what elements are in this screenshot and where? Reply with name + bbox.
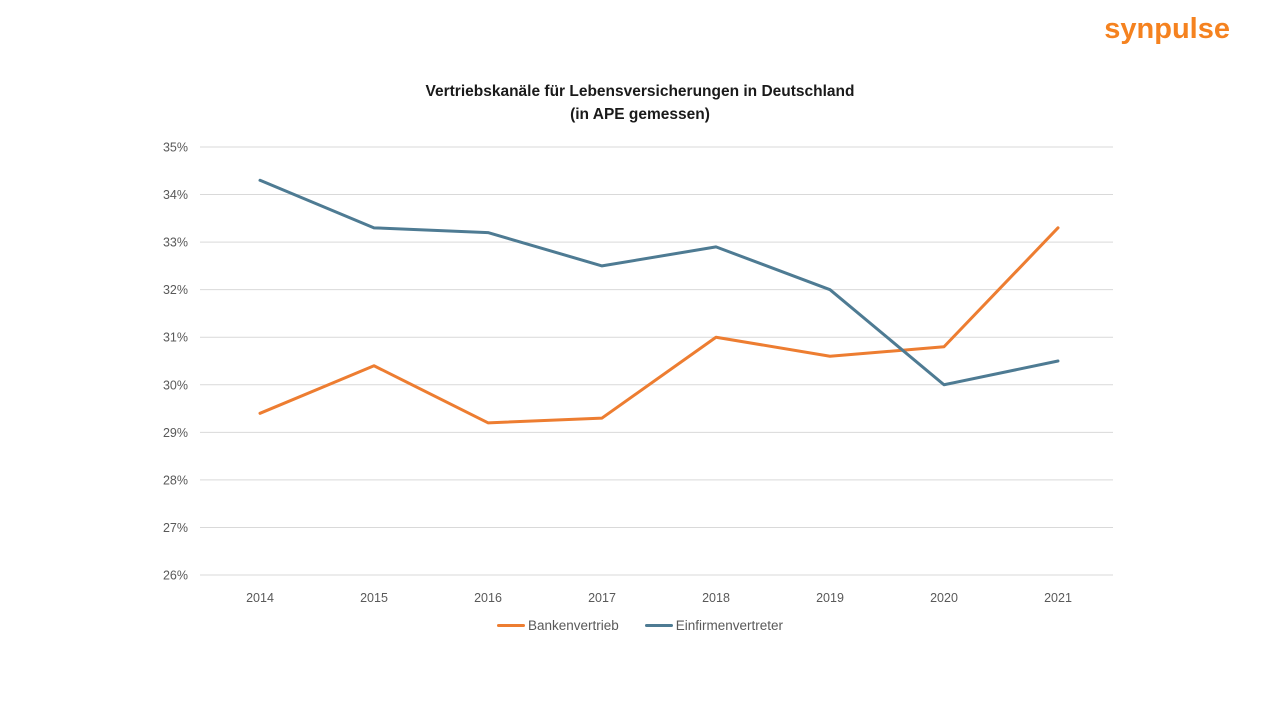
chart-subtitle: (in APE gemessen) [570, 106, 710, 123]
y-tick-label: 29% [163, 426, 188, 440]
legend-item-einfirmenvertreter: Einfirmenvertreter [644, 618, 784, 633]
y-tick-label: 27% [163, 521, 188, 535]
x-tick-label: 2016 [474, 591, 502, 605]
y-tick-label: 28% [163, 473, 188, 487]
legend-label-bankenvertrieb: Bankenvertrieb [527, 618, 619, 633]
y-tick-label: 31% [163, 331, 188, 345]
y-tick-label: 32% [163, 283, 188, 297]
series-line-einfirmenvertreter [258, 178, 1060, 387]
x-tick-label: 2021 [1044, 591, 1072, 605]
y-tick-label: 34% [163, 188, 188, 202]
y-tick-label: 33% [163, 236, 188, 250]
x-tick-label: 2014 [246, 591, 274, 605]
y-tick-label: 35% [163, 141, 188, 155]
line-chart: 35% 34% 33% 32% 31% 30% 29% 28% 27% 26% 2014 2015 20… [163, 141, 1113, 605]
einfirmenvertreter-line-swatch-icon [644, 624, 673, 627]
chart-legend: Bankenvertrieb Einfirmenvertreter [0, 618, 1280, 633]
x-tick-label: 2017 [588, 591, 616, 605]
x-tick-label: 2015 [360, 591, 388, 605]
legend-item-bankenvertrieb: Bankenvertrieb [496, 618, 619, 633]
x-tick-label: 2018 [702, 591, 730, 605]
x-tick-label: 2019 [816, 591, 844, 605]
synpulse-logo: synpulse [1104, 13, 1230, 45]
y-tick-label: 30% [163, 378, 188, 392]
y-tick-label: 26% [163, 569, 188, 583]
chart-title: Vertriebskanäle für Lebensversicherungen… [425, 83, 855, 100]
legend-label-einfirmenvertreter: Einfirmenvertreter [675, 618, 784, 633]
bankenvertrieb-line-swatch-icon [496, 624, 525, 627]
series-line-bankenvertrieb [258, 226, 1060, 425]
chart-title-block: Vertriebskanäle für Lebensversicherungen… [0, 80, 1280, 126]
x-tick-label: 2020 [930, 591, 958, 605]
